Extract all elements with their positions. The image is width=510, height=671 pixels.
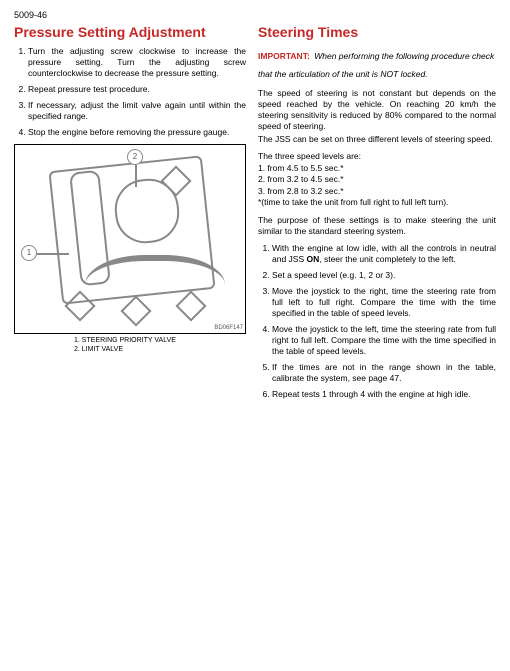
- body-paragraph: The purpose of these settings is to make…: [258, 215, 496, 237]
- speed-levels-intro: The three speed levels are:: [258, 151, 496, 162]
- figure-callout-line: [135, 165, 137, 187]
- body-paragraph: The speed of steering is not constant bu…: [258, 88, 496, 132]
- figure-callout-1: 1: [21, 245, 37, 261]
- left-section-title: Pressure Setting Adjustment: [14, 24, 246, 40]
- steering-step: With the engine at low idle, with all th…: [272, 243, 496, 265]
- steering-step: Repeat tests 1 through 4 with the engine…: [272, 389, 496, 400]
- figure-callout-line: [37, 253, 69, 255]
- speed-level-item: 3. from 2.8 to 3.2 sec.*: [258, 186, 496, 197]
- pressure-step: Turn the adjusting screw clockwise to in…: [28, 46, 246, 79]
- steering-step: Move the joystick to the right, time the…: [272, 286, 496, 319]
- figure-caption-line: 1. STEERING PRIORITY VALVE: [74, 337, 246, 346]
- page: 5009-46 Pressure Setting Adjustment Turn…: [0, 0, 510, 671]
- pressure-step: Stop the engine before removing the pres…: [28, 127, 246, 138]
- valve-figure: 1 2 BD06F147: [14, 144, 246, 334]
- left-column: Pressure Setting Adjustment Turn the adj…: [14, 24, 246, 405]
- speed-levels-block: The three speed levels are: 1. from 4.5 …: [258, 151, 496, 208]
- pressure-steps-list: Turn the adjusting screw clockwise to in…: [14, 46, 246, 138]
- page-number: 5009-46: [14, 10, 496, 20]
- speed-level-item: 2. from 3.2 to 4.5 sec.*: [258, 174, 496, 185]
- important-block: IMPORTANT: When performing the following…: [258, 46, 496, 82]
- two-column-layout: Pressure Setting Adjustment Turn the adj…: [14, 24, 496, 405]
- speed-level-item: 1. from 4.5 to 5.5 sec.*: [258, 163, 496, 174]
- figure-caption: 1. STEERING PRIORITY VALVE 2. LIMIT VALV…: [14, 337, 246, 355]
- right-section-title: Steering Times: [258, 24, 496, 40]
- important-label: IMPORTANT:: [258, 51, 310, 61]
- pressure-step: If necessary, adjust the limit valve aga…: [28, 100, 246, 122]
- steering-step: Set a speed level (e.g. 1, 2 or 3).: [272, 270, 496, 281]
- steering-steps-list: With the engine at low idle, with all th…: [258, 243, 496, 401]
- figure-reference-code: BD06F147: [214, 325, 243, 331]
- steering-step: If the times are not in the range shown …: [272, 362, 496, 384]
- body-paragraph: The JSS can be set on three different le…: [258, 134, 496, 145]
- steering-step: Move the joystick to the left, time the …: [272, 324, 496, 357]
- figure-shape: [175, 291, 206, 322]
- figure-caption-line: 2. LIMIT VALVE: [74, 346, 246, 355]
- figure-shape: [120, 296, 151, 327]
- pressure-step: Repeat pressure test procedure.: [28, 84, 246, 95]
- right-column: Steering Times IMPORTANT: When performin…: [258, 24, 496, 405]
- speed-level-note: *(time to take the unit from full right …: [258, 197, 496, 208]
